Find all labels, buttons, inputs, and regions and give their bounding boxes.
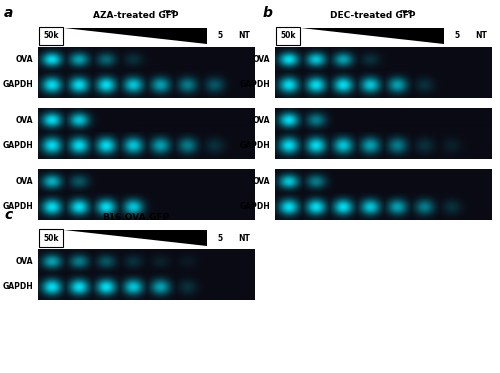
Text: GAPDH: GAPDH (2, 282, 33, 291)
Text: GAPDH: GAPDH (2, 80, 33, 89)
FancyBboxPatch shape (276, 27, 300, 45)
Text: b: b (263, 6, 273, 20)
Text: B16.OVA.GFP: B16.OVA.GFP (102, 213, 170, 222)
Text: c: c (4, 208, 12, 222)
FancyBboxPatch shape (39, 229, 63, 247)
Text: neg: neg (162, 9, 176, 14)
Text: OVA: OVA (16, 116, 33, 125)
Text: NT: NT (475, 31, 487, 41)
Text: 5: 5 (218, 31, 223, 41)
Text: 50k: 50k (44, 31, 59, 41)
Text: 5: 5 (218, 233, 223, 242)
Text: GAPDH: GAPDH (2, 141, 33, 150)
Polygon shape (301, 28, 444, 44)
Text: NT: NT (238, 31, 250, 41)
Text: OVA: OVA (252, 116, 270, 125)
Text: GAPDH: GAPDH (240, 141, 270, 150)
Text: OVA: OVA (16, 54, 33, 63)
Text: GAPDH: GAPDH (2, 202, 33, 211)
Text: OVA: OVA (252, 54, 270, 63)
Text: OVA: OVA (16, 176, 33, 185)
Text: 50k: 50k (280, 31, 296, 41)
Polygon shape (64, 28, 208, 44)
Text: OVA: OVA (252, 176, 270, 185)
Text: neg: neg (400, 9, 413, 14)
Polygon shape (64, 230, 208, 246)
Text: 5: 5 (454, 31, 460, 41)
Text: AZA-treated GFP: AZA-treated GFP (93, 11, 178, 20)
FancyBboxPatch shape (39, 27, 63, 45)
Text: GAPDH: GAPDH (240, 80, 270, 89)
Text: GAPDH: GAPDH (240, 202, 270, 211)
Text: a: a (4, 6, 14, 20)
Text: NT: NT (238, 233, 250, 242)
Text: OVA: OVA (16, 257, 33, 266)
Text: DEC-treated GFP: DEC-treated GFP (330, 11, 416, 20)
Text: 50k: 50k (44, 233, 59, 242)
